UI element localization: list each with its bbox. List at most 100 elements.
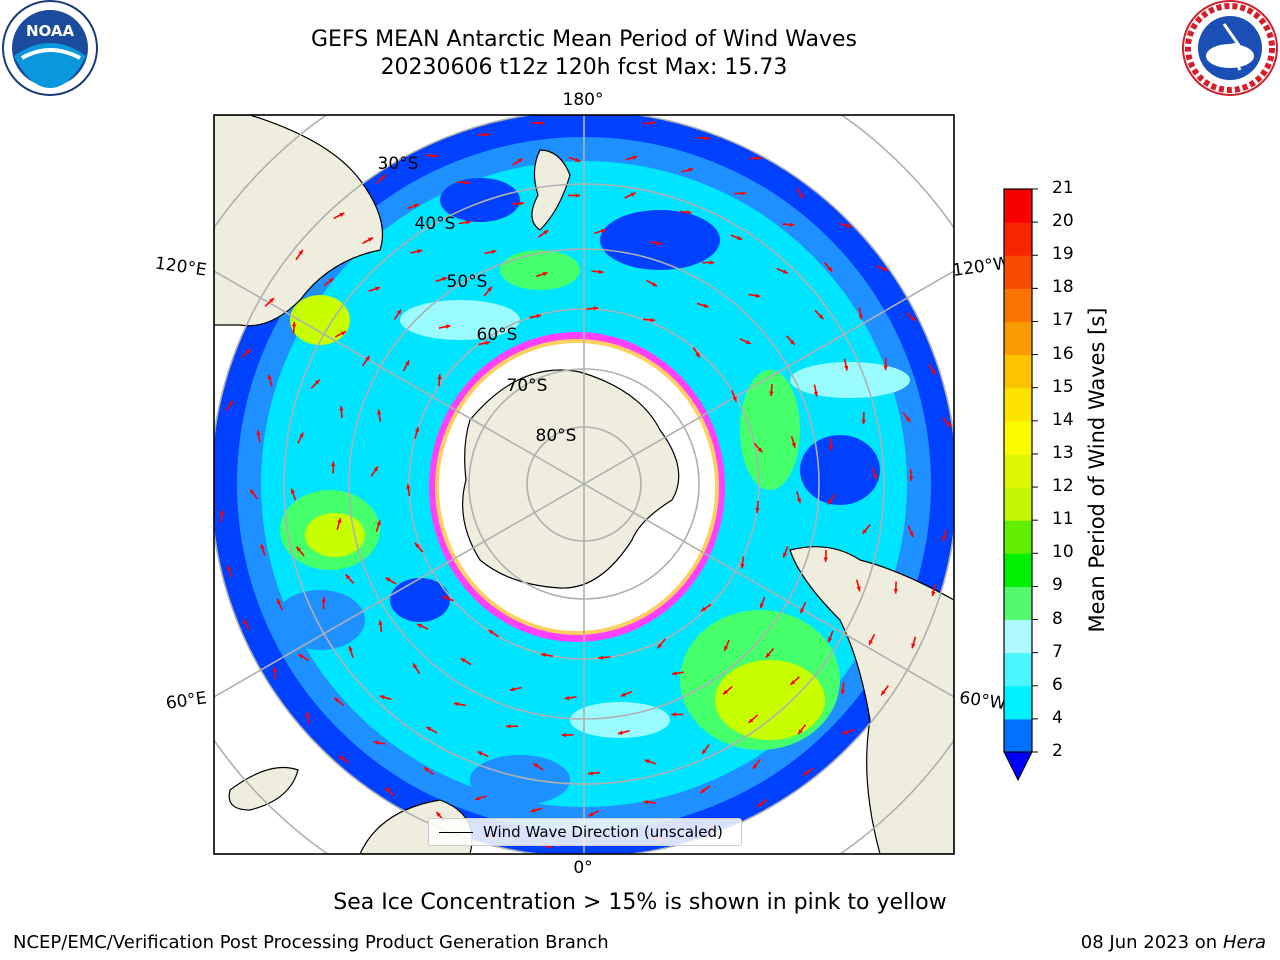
wind-arrow-head — [846, 223, 852, 228]
lon-label-120w: 120°W — [951, 253, 1011, 281]
wind-arrow-head — [442, 276, 448, 282]
wind-arrow-head — [702, 749, 707, 755]
wind-direction-arrows — [219, 120, 952, 849]
wind-arrow-head — [290, 488, 296, 494]
colorbar-tick-label: 14 — [1052, 409, 1074, 430]
colorbar-segment — [1004, 586, 1032, 621]
wind-arrow-head — [267, 374, 273, 380]
wind-arrow-head — [561, 732, 567, 738]
wind-arrow-head — [385, 577, 391, 582]
wind-arrow-head — [598, 269, 604, 275]
wind-arrow-head — [911, 643, 916, 649]
wind-arrow-head — [598, 655, 604, 660]
wind-arrow-head — [484, 132, 490, 137]
wind-arrow-head — [432, 153, 438, 158]
lon-label-60w: 60°W — [958, 688, 1007, 714]
wind-arrow-head — [737, 235, 743, 240]
wind-arrow-head — [245, 349, 251, 354]
wind-arrow-head — [445, 324, 451, 329]
wind-arrow-head — [465, 220, 471, 225]
wind-arrow-head — [487, 286, 492, 292]
wind-arrow-head — [796, 498, 802, 504]
colorbar-segment — [1004, 652, 1032, 687]
wind-arrow-head — [701, 606, 707, 612]
colorbar-tick-label: 18 — [1052, 277, 1074, 298]
wind-arrow-head — [219, 510, 225, 515]
wind-arrow-head — [334, 697, 340, 703]
colorbar-tick-label: 13 — [1052, 442, 1074, 463]
wind-arrow-head — [533, 763, 539, 768]
wind-arrow-head — [704, 136, 710, 141]
colorbar — [1003, 188, 1038, 782]
wind-arrow-head — [367, 237, 373, 242]
legend-line-swatch — [439, 831, 473, 833]
wind-arrow-head — [491, 249, 497, 254]
wind-arrow-head — [748, 718, 754, 723]
wind-arrow-head — [488, 630, 494, 635]
wind-arrow-head — [424, 767, 429, 772]
colorbar-segment — [1004, 387, 1032, 422]
wind-arrow-head — [298, 654, 304, 659]
wind-arrow-head — [339, 755, 345, 761]
wind-arrow-head — [543, 230, 549, 235]
map-legend: Wind Wave Direction (unscaled) — [428, 818, 742, 846]
wind-arrow-head — [789, 222, 795, 227]
colorbar-segment — [1004, 520, 1032, 554]
wind-arrow-head — [305, 712, 310, 717]
wind-arrow-head — [453, 701, 459, 707]
wind-arrow-head — [588, 812, 594, 817]
colorbar-segment — [1004, 453, 1032, 488]
colorbar-tick-label: 11 — [1052, 509, 1074, 530]
colorbar-tick-label: 8 — [1052, 608, 1063, 629]
wind-arrow-head — [650, 120, 656, 126]
colorbar-segment — [1004, 619, 1032, 654]
wind-arrow-head — [593, 306, 599, 311]
wind-arrow-head — [709, 260, 715, 265]
lon-label-60e: 60°E — [165, 688, 208, 713]
wind-arrow-head — [791, 442, 796, 448]
wind-arrow-head — [643, 799, 649, 805]
title-line-2: 20230606 t12z 120h fcst Max: 15.73 — [380, 55, 788, 80]
wind-arrow-head — [688, 167, 694, 173]
wind-arrow-head — [588, 771, 593, 776]
wind-arrow-head — [250, 489, 255, 495]
lat-label-40s: 40°S — [415, 214, 456, 234]
map-frame — [213, 114, 955, 855]
wind-arrow-head — [905, 417, 911, 423]
wind-arrow-head — [842, 730, 848, 735]
wind-arrow-head — [724, 645, 729, 651]
wind-arrow-head — [321, 597, 326, 602]
wind-arrow-head — [485, 340, 491, 346]
wind-arrow-head — [243, 619, 248, 625]
colorbar-segment — [1004, 321, 1032, 356]
wind-arrow-head — [256, 430, 261, 436]
wind-arrow-head — [373, 466, 378, 472]
lon-label-120e: 120°E — [154, 254, 208, 281]
wind-arrow-head — [477, 751, 483, 756]
wind-arrow-head — [542, 271, 548, 277]
wind-arrow-head — [506, 724, 511, 729]
colorbar-segment — [1004, 255, 1032, 289]
wind-arrow-head — [782, 269, 788, 274]
wind-arrow-head — [442, 595, 448, 600]
lon-label-0: 0° — [573, 858, 592, 878]
wind-arrow-head — [755, 293, 761, 298]
wind-arrow-head — [314, 379, 320, 385]
wind-arrow-head — [436, 811, 441, 817]
wind-arrow-head — [723, 689, 728, 695]
colorbar-segment — [1004, 553, 1032, 587]
wind-arrow-head — [883, 365, 888, 371]
colorbar-tick-label: 16 — [1052, 343, 1074, 364]
wind-arrow-head — [417, 624, 423, 628]
land — [214, 115, 954, 854]
wind-arrow-head — [828, 445, 834, 451]
wind-arrow-head — [844, 365, 849, 371]
wind-arrow-head — [872, 474, 878, 480]
wind-arrow-head — [790, 339, 795, 345]
wind-arrow-head — [909, 531, 914, 537]
footer-date-text: 08 Jun 2023 on — [1080, 932, 1218, 953]
wind-arrow-head — [732, 396, 737, 402]
footer-date: 08 Jun 2023 on Hera — [1081, 932, 1266, 953]
wind-arrow-head — [630, 192, 636, 197]
wind-arrow-head — [519, 201, 525, 206]
